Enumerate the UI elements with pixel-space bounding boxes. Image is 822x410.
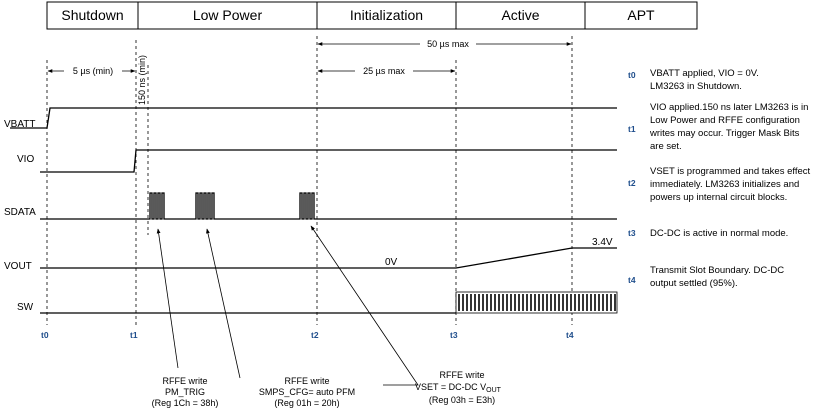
callout-cmd: VSET = DC-DC VOUT: [415, 382, 502, 394]
phase-header: Shutdown Low Power Initialization Active…: [46, 1, 698, 30]
waveform-vio: [40, 149, 617, 173]
leader-pm-trig: [156, 228, 179, 369]
callout-reg: (Reg 1Ch = 38h): [152, 398, 219, 408]
callout-vset: RFFE write VSET = DC-DC VOUT (Reg 03h = …: [415, 370, 502, 405]
dim-label-bg-5us: [64, 64, 122, 77]
signal-label-sw: SW: [17, 302, 34, 313]
time-label-t4: t4: [566, 330, 574, 340]
dim-label-bg-50us: [420, 37, 476, 50]
callout-smps-cfg: RFFE write SMPS_CFG= auto PFM (Reg 01h =…: [259, 376, 355, 408]
note-tag-t4: t4: [628, 275, 636, 285]
phase-label-shutdown: Shutdown: [61, 7, 123, 23]
phase-label-low-power: Low Power: [193, 7, 263, 23]
signal-label-sdata: SDATA: [4, 207, 36, 218]
phase-box-apt: [584, 1, 698, 30]
signal-label-vbatt: VBATT: [4, 119, 35, 130]
note-t3-line-1: DC-DC is active in normal mode.: [650, 228, 788, 239]
side-notes: t0 VBATT applied, VIO = 0V. LM3263 in Sh…: [628, 68, 811, 289]
signal-label-vio: VIO: [17, 154, 34, 165]
callout-leaders: [156, 225, 419, 386]
phase-box-low-power: [137, 1, 318, 30]
note-t0-line-1: VBATT applied, VIO = 0V.: [650, 68, 759, 79]
leader-smps-cfg: [206, 228, 241, 379]
time-label-t0: t0: [41, 330, 49, 340]
note-t2-line-1: VSET is programmed and takes effect: [650, 166, 811, 177]
note-t1-line-3: writes may occur. Trigger Mask Bits: [649, 128, 800, 139]
phase-label-apt: APT: [627, 7, 655, 23]
vout-level-3-4v: 3.4V: [592, 237, 613, 248]
waveform-sdata: [40, 192, 617, 220]
dim-label-5us: 5 µs (min): [73, 66, 113, 76]
phase-box-initialization: [316, 1, 457, 30]
waveform-vout: [40, 247, 617, 269]
waveforms: [10, 107, 617, 314]
dimension-arrows: [47, 42, 572, 73]
callout-cmd: SMPS_CFG= auto PFM: [259, 387, 355, 397]
sw-switching-pulses: [458, 294, 616, 311]
callout-title: RFFE write: [285, 376, 330, 386]
note-t1-line-2: Low Power and RFFE configuration: [650, 115, 800, 126]
callout-pm-trig: RFFE write PM_TRIG (Reg 1Ch = 38h): [152, 376, 219, 408]
note-t4-line-1: Transmit Slot Boundary. DC-DC: [650, 265, 784, 276]
callout-cmd-main: VSET = DC-DC V: [415, 382, 486, 392]
callout-title: RFFE write: [163, 376, 208, 386]
callout-cmd-sub: OUT: [486, 387, 502, 394]
callout-reg: (Reg 01h = 20h): [274, 398, 339, 408]
note-t1-line-1: VIO applied.150 ns later LM3263 is in: [650, 102, 808, 113]
dim-label-25us: 25 µs max: [363, 66, 405, 76]
time-marker-lines: [46, 36, 573, 325]
note-tag-t0: t0: [628, 70, 636, 80]
waveform-vbatt: [10, 107, 617, 129]
note-t0-line-2: LM3263 in Shutdown.: [650, 81, 742, 92]
vout-level-0v: 0V: [385, 257, 398, 268]
note-t2-line-2: immediately. LM3263 initializes and: [650, 179, 799, 190]
note-t1-line-4: are set.: [650, 141, 682, 152]
note-tag-t3: t3: [628, 228, 636, 238]
time-label-t1: t1: [130, 330, 138, 340]
phase-label-initialization: Initialization: [350, 7, 423, 23]
leader-vset: [310, 225, 419, 386]
note-tag-t1: t1: [628, 124, 636, 134]
callout-title: RFFE write: [440, 370, 485, 380]
note-tag-t2: t2: [628, 178, 636, 188]
phase-box-shutdown: [46, 1, 139, 30]
callout-cmd: PM_TRIG: [165, 387, 205, 397]
sw-switching-block: [455, 291, 618, 314]
signal-label-vout: VOUT: [4, 261, 32, 272]
note-t2-line-3: powers up internal circuit blocks.: [650, 192, 787, 203]
dim-label-bg-25us: [355, 64, 413, 77]
dim-label-50us: 50 µs max: [427, 39, 469, 49]
note-t4-line-2: output settled (95%).: [650, 278, 738, 289]
time-label-t2: t2: [311, 330, 319, 340]
phase-label-active: Active: [501, 7, 539, 23]
callout-reg: (Reg 03h = E3h): [429, 395, 495, 405]
time-label-t3: t3: [450, 330, 458, 340]
dim-label-150ns: 150 ns (min): [137, 55, 147, 105]
